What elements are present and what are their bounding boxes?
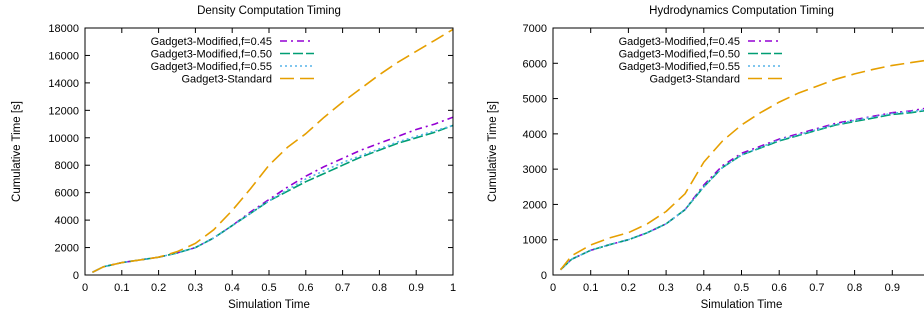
x-tick-label: 1 [450, 282, 456, 294]
legend-label: Gadget3-Standard [181, 74, 272, 86]
series-line-2 [559, 109, 924, 271]
x-tick-label: 0.9 [885, 282, 900, 294]
legend-label: Gadget3-Modified,f=0.50 [151, 49, 272, 61]
x-tick-label: 0 [82, 282, 88, 294]
legend-label: Gadget3-Modified,f=0.45 [151, 36, 272, 48]
y-tick-label: 3000 [523, 164, 547, 176]
x-tick-label: 0.7 [335, 282, 350, 294]
y-tick-label: 14000 [48, 78, 79, 90]
x-tick-label: 0.3 [658, 282, 673, 294]
x-tick-label: 0.3 [188, 282, 203, 294]
legend-label: Gadget3-Modified,f=0.50 [619, 49, 740, 61]
series-line-1 [92, 124, 453, 274]
series-line-0 [559, 107, 924, 271]
y-tick-label: 10000 [48, 133, 79, 145]
y-tick-label: 2000 [523, 199, 547, 211]
y-tick-label: 0 [541, 270, 547, 282]
legend-label: Gadget3-Modified,f=0.45 [619, 36, 740, 48]
legend: Gadget3-Modified,f=0.45Gadget3-Modified,… [619, 36, 782, 86]
y-tick-label: 5000 [523, 94, 547, 106]
plot-frame [552, 27, 924, 276]
y-tick-label: 2000 [55, 243, 79, 255]
series-group [92, 28, 453, 274]
y-tick-label: 4000 [523, 129, 547, 141]
x-tick-label: 0 [550, 282, 556, 294]
y-tick-label: 7000 [523, 23, 547, 35]
y-axis-label: Cumulative Time [s] [11, 101, 23, 202]
series-line-1 [559, 109, 924, 271]
x-axis-label: Simulation Time [701, 299, 783, 311]
x-tick-label: 0.7 [809, 282, 824, 294]
chart-title: Density Computation Timing [197, 5, 341, 17]
x-axis-label: Simulation Time [228, 299, 310, 311]
legend-label: Gadget3-Modified,f=0.55 [151, 61, 272, 73]
y-tick-label: 8000 [55, 160, 79, 172]
x-tick-label: 0.2 [621, 282, 636, 294]
density-timing-chart: Density Computation Timing 0 0.1 0.2 0.3 0.4 0… [11, 5, 456, 311]
x-tick-label: 0.8 [372, 282, 387, 294]
legend: Gadget3-Modified,f=0.45Gadget3-Modified,… [151, 36, 314, 86]
y-axis-label: Cumulative Time [s] [487, 101, 499, 202]
y-tick-label: 18000 [48, 23, 79, 35]
x-tick-label: 0.5 [734, 282, 749, 294]
y-tick-label: 0 [73, 270, 79, 282]
chart-title: Hydrodynamics Computation Timing [649, 5, 834, 17]
x-tick-label: 0.6 [298, 282, 313, 294]
x-tick-label: 0.8 [847, 282, 862, 294]
x-tick-label: 0.2 [151, 282, 166, 294]
series-group [559, 59, 924, 271]
legend-label: Gadget3-Standard [649, 74, 740, 86]
x-tick-label: 0.1 [583, 282, 598, 294]
y-tick-label: 12000 [48, 105, 79, 117]
series-line-3 [92, 28, 453, 274]
y-tick-label: 16000 [48, 50, 79, 62]
plot-frame [84, 27, 454, 276]
x-tick-label: 0.6 [772, 282, 787, 294]
series-line-2 [92, 124, 453, 274]
x-tick-label: 0.9 [409, 282, 424, 294]
y-tick-label: 1000 [523, 235, 547, 247]
hydrodynamics-timing-chart: Hydrodynamics Computation Timing 0 0.1 0.2 0… [487, 5, 924, 311]
legend-label: Gadget3-Modified,f=0.55 [619, 61, 740, 73]
y-tick-label: 4000 [55, 215, 79, 227]
x-tick-label: 0.4 [696, 282, 711, 294]
series-line-3 [559, 59, 924, 271]
x-tick-label: 0.4 [225, 282, 240, 294]
x-tick-label: 0.5 [261, 282, 276, 294]
series-line-0 [92, 116, 453, 274]
y-tick-label: 6000 [55, 188, 79, 200]
y-tick-label: 6000 [523, 58, 547, 70]
x-tick-label: 0.1 [114, 282, 129, 294]
